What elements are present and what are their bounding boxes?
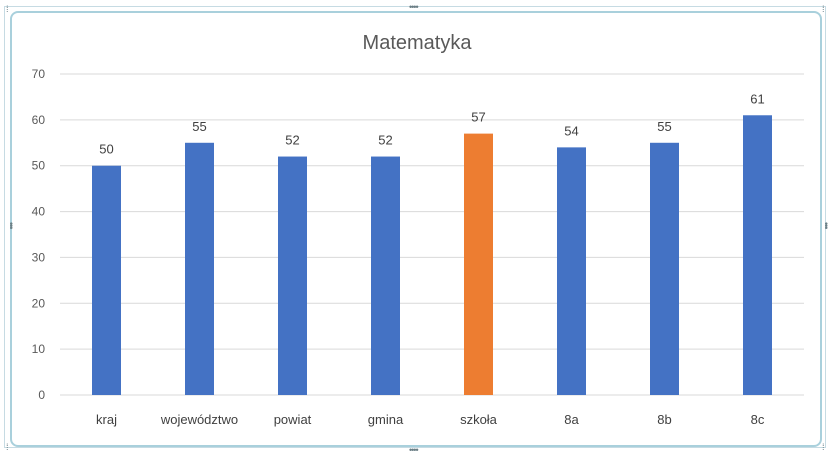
chart-title: Matematyka — [363, 32, 473, 54]
resize-handle-bottom[interactable]: •••• — [409, 445, 419, 455]
data-label: 55 — [192, 119, 206, 134]
resize-handle-top-right[interactable]: ⁞ — [822, 4, 824, 14]
resize-handle-bottom-left[interactable]: ⁞ — [6, 442, 8, 452]
y-tick-label: 30 — [32, 250, 46, 264]
y-tick-label: 40 — [32, 205, 46, 219]
y-axis-tick-labels: 0 10 20 30 40 50 60 70 — [32, 67, 46, 402]
data-labels: 50 55 52 52 57 54 55 61 — [99, 91, 764, 156]
bar-7[interactable] — [650, 142, 679, 395]
bar-2[interactable] — [185, 142, 214, 395]
resize-handle-right[interactable]: ••• — [821, 222, 831, 229]
y-tick-label: 0 — [38, 388, 45, 402]
y-tick-label: 70 — [32, 67, 46, 81]
data-label: 57 — [471, 110, 485, 125]
bar-8[interactable] — [743, 115, 772, 396]
resize-handle-top[interactable]: •••• — [409, 2, 419, 12]
gridlines — [60, 73, 804, 396]
resize-handle-top-left[interactable]: ⁞ — [6, 4, 8, 14]
x-tick-label: województwo — [160, 412, 238, 427]
data-label: 52 — [378, 133, 392, 148]
x-tick-label: 8b — [657, 412, 671, 427]
x-tick-label: kraj — [96, 412, 117, 427]
y-tick-label: 20 — [32, 296, 46, 310]
resize-handle-bottom-right[interactable]: ⁞ — [822, 442, 824, 452]
bar-3[interactable] — [278, 156, 307, 395]
resize-handle-left[interactable]: ••• — [6, 222, 16, 229]
x-tick-label: 8c — [751, 412, 765, 427]
x-tick-label: 8a — [564, 412, 579, 427]
y-tick-label: 10 — [32, 342, 46, 356]
x-axis-tick-labels: kraj województwo powiat gmina szkoła 8a 8b 8c — [96, 412, 765, 427]
chart-object-frame[interactable] — [4, 6, 826, 448]
bar-4[interactable] — [371, 156, 400, 395]
y-tick-label: 50 — [32, 159, 46, 173]
x-tick-label: gmina — [368, 412, 404, 427]
chart-area[interactable] — [10, 11, 822, 447]
data-label: 52 — [285, 133, 299, 148]
data-label: 50 — [99, 142, 113, 157]
data-label: 61 — [750, 91, 764, 106]
bar-6[interactable] — [557, 147, 586, 395]
bar-1[interactable] — [92, 165, 121, 395]
x-tick-label: szkoła — [460, 412, 498, 427]
x-tick-label: powiat — [274, 412, 312, 427]
bar-5[interactable] — [464, 133, 493, 395]
data-label: 54 — [564, 123, 578, 138]
y-tick-label: 60 — [32, 113, 46, 127]
bars — [92, 115, 772, 396]
data-label: 55 — [657, 119, 671, 134]
